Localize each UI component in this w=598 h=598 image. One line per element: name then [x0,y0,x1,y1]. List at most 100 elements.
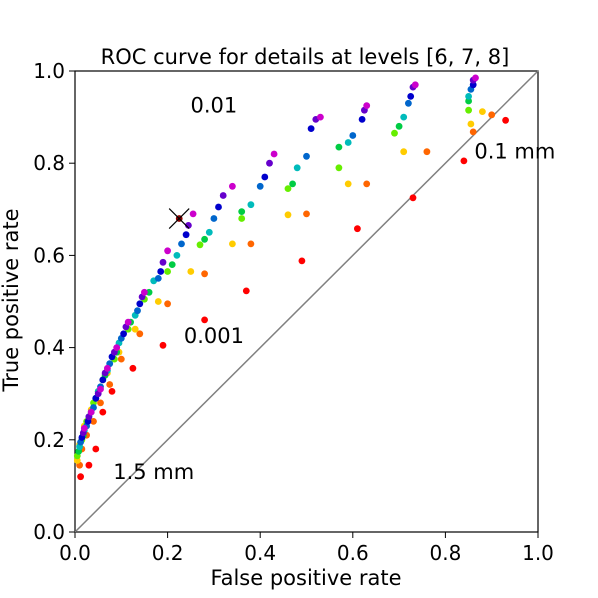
data-point [164,268,172,275]
data-point [363,102,371,109]
y-tick-label: 0.4 [33,336,65,360]
data-point [317,113,324,121]
data-point [363,180,371,188]
x-marker-stroke [168,208,190,229]
data-point [205,228,213,236]
data-point [164,247,172,255]
data-point [256,182,264,190]
x-marker [168,208,190,229]
data-point [99,408,107,416]
data-point [238,215,246,222]
data-point [266,159,273,167]
x-tick-label: 0.0 [59,541,91,565]
data-point [154,275,162,282]
y-tick-label: 0.0 [33,520,65,544]
data-point [90,418,97,425]
data-point [242,287,250,295]
data-point [391,129,398,137]
data-point [354,225,361,233]
data-point [247,201,255,209]
data-point [117,355,125,363]
annotation-label: 0.01 [191,93,238,117]
data-point [303,152,310,160]
x-tick-label: 0.6 [337,541,369,565]
data-point [173,252,181,259]
data-point [124,318,132,326]
y-axis-ticks: 0.0 0.2 0.4 0.6 0.8 1.0 [33,59,75,544]
chart-title: ROC curve for details at levels [6, 7, 8… [101,45,510,69]
x-tick-label: 0.4 [244,541,276,565]
data-point [201,235,209,243]
data-point [303,210,310,218]
data-point [145,288,153,296]
data-point [178,240,185,248]
data-point [141,288,148,296]
y-axis-label: True positive rate [0,209,23,393]
data-point [407,93,415,100]
data-point [270,150,278,158]
data-point [289,180,296,188]
data-point [182,231,190,239]
data-point [168,261,176,268]
data-point [136,330,144,338]
data-point [104,364,111,372]
data-point [80,424,88,432]
data-point [405,99,412,107]
x-tick-label: 0.2 [152,541,184,565]
data-point [77,473,84,481]
data-point [284,185,292,193]
data-point [154,298,162,305]
data-point [164,300,172,308]
data-point [307,125,315,132]
data-point [215,203,222,211]
data-point [196,241,204,249]
data-point [229,240,236,248]
data-point [358,116,366,123]
data-point [502,116,509,124]
data-point [108,388,116,395]
data-point [106,381,114,388]
data-point [134,307,141,315]
data-point [344,180,352,188]
annotation-label: 0.001 [184,324,244,348]
data-point [460,157,468,165]
data-point [349,132,357,139]
data-point [479,108,486,115]
x-tick-label: 0.8 [429,541,461,565]
data-point [120,330,127,338]
annotation-label: 0.1 mm [474,140,555,164]
data-point [201,316,209,324]
x-axis-ticks: 0.0 0.2 0.4 0.6 0.8 1.0 [59,532,554,565]
data-point [201,270,209,278]
data-point [219,192,227,199]
data-point [129,364,137,372]
data-point [411,81,419,89]
data-point [472,74,479,82]
diagonal-reference-line [74,70,539,533]
data-point [247,240,255,248]
y-tick-label: 0.2 [33,428,65,452]
data-point [136,300,144,308]
data-point [238,208,246,216]
data-point [344,139,352,146]
data-point [189,210,197,218]
x-tick-label: 1.0 [522,541,554,565]
data-point [335,143,343,151]
data-point [159,341,167,349]
data-point [131,325,139,333]
y-tick-label: 0.6 [33,243,65,267]
data-point [395,122,403,130]
data-point [210,215,218,222]
data-point [284,211,292,219]
y-tick-label: 0.8 [33,151,65,175]
data-point [467,120,475,128]
data-point [87,408,95,416]
x-axis-label: False positive rate [210,566,401,590]
data-point [97,385,104,393]
annotation-label: 1.5 mm [113,460,194,484]
data-point [488,111,496,119]
data-point [85,461,93,469]
data-point [97,399,104,407]
data-point [465,106,472,114]
